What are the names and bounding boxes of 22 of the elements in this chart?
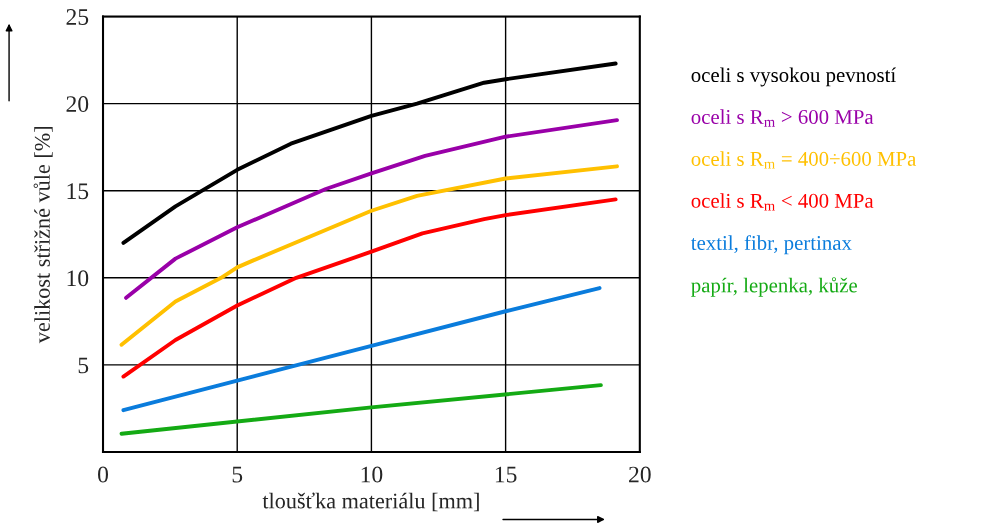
y-tick-label: 15 xyxy=(67,183,89,200)
x-tick-label: 20 xyxy=(629,466,651,483)
x-tick-label: 5 xyxy=(232,466,243,483)
line-series xyxy=(121,197,618,379)
y-tick-label: 20 xyxy=(66,96,89,113)
y-tick-label: 10 xyxy=(67,270,89,287)
y-axis-title: velikost střižné vůle [%] xyxy=(33,126,53,344)
line-series xyxy=(119,164,619,347)
line-series xyxy=(121,286,602,413)
x-tick-label: 10 xyxy=(361,466,383,483)
x-tick-label: 15 xyxy=(495,466,517,483)
line-series xyxy=(124,118,619,300)
text: oceli s R$_{m}$ = 400÷600 MPa xyxy=(691,151,917,169)
y-tick-label: 5 xyxy=(78,357,89,374)
y-tick-label: 25 xyxy=(66,9,89,25)
text: papír, lepenka, kůže xyxy=(691,277,857,297)
text: oceli s R$_{m}$ < 400 MPa xyxy=(691,193,874,211)
text: oceli s vysokou pevností xyxy=(691,67,896,87)
text: oceli s R$_{m}$ > 600 MPa xyxy=(691,109,874,127)
x-tick-label: 0 xyxy=(98,466,109,483)
x-axis-title: tloušťka materiálu [mm] xyxy=(262,492,479,512)
text: textil, fibr, pertinax xyxy=(690,235,852,255)
